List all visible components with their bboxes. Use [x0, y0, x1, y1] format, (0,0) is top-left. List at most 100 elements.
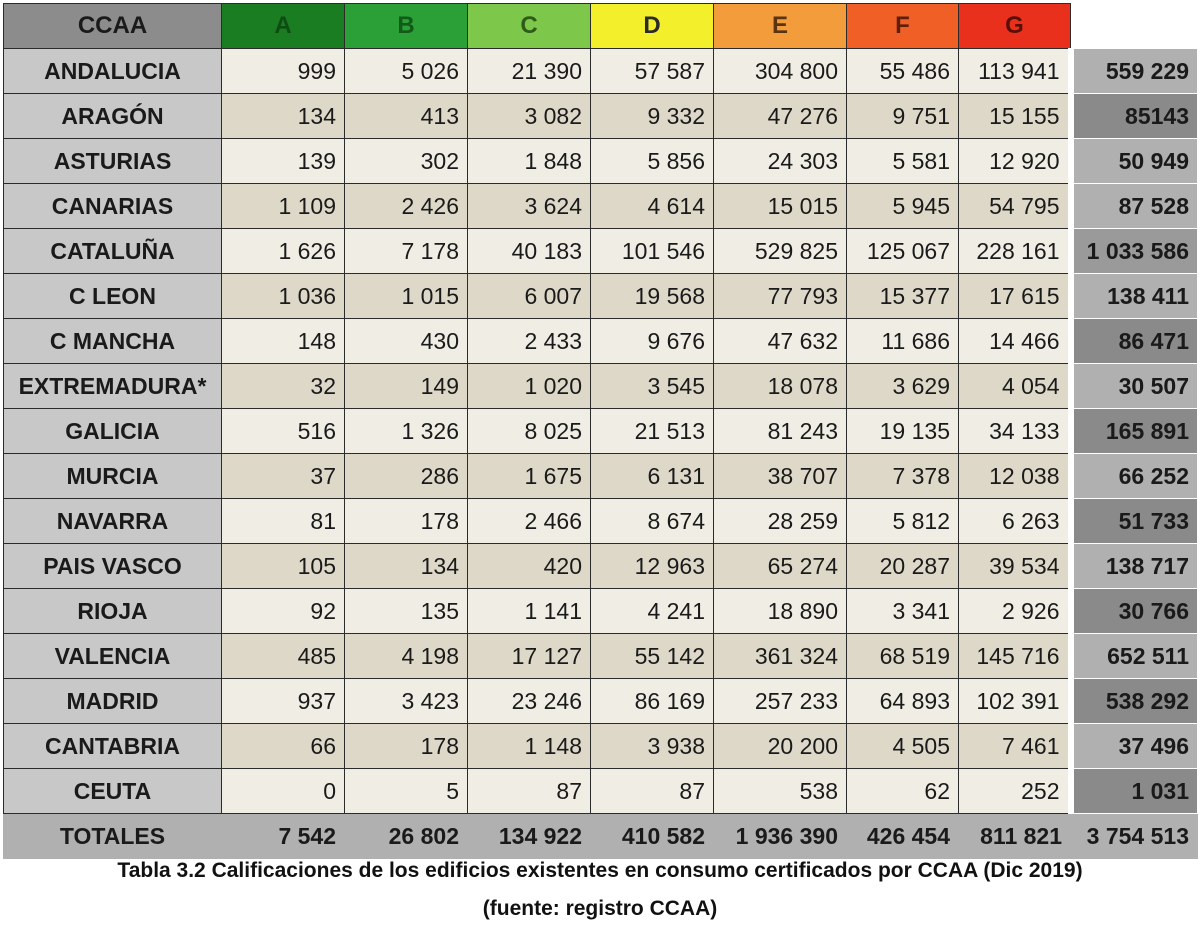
grand-total: 3 754 513	[1070, 813, 1198, 859]
grade-a-value: 1 109	[221, 183, 345, 229]
grade-g-value: 12 920	[958, 138, 1071, 184]
grade-c-value: 8 025	[467, 408, 591, 454]
grade-d-value: 9 676	[590, 318, 714, 364]
grade-e-value: 81 243	[713, 408, 847, 454]
grade-f-value: 4 505	[846, 723, 959, 769]
grade-header-b: B	[344, 3, 468, 49]
totals-label: TOTALES	[3, 813, 222, 859]
grade-b-value: 4 198	[344, 633, 468, 679]
table-row: NAVARRA 81 178 2 466 8 674 28 259 5 812 6 263 51…	[3, 498, 1198, 544]
grade-c-value: 21 390	[467, 48, 591, 94]
grade-a-value: 937	[221, 678, 345, 724]
grade-c-value: 1 675	[467, 453, 591, 499]
grade-g-value: 14 466	[958, 318, 1071, 364]
grade-f-value: 3 629	[846, 363, 959, 409]
grade-header-a: A	[221, 3, 345, 49]
grade-b-value: 430	[344, 318, 468, 364]
grade-g-value: 39 534	[958, 543, 1071, 589]
table-row: MURCIA 37 286 1 675 6 131 38 707 7 378 12 038 66…	[3, 453, 1198, 499]
caption-source: (fuente: registro CCAA)	[482, 897, 718, 920]
table-row: ANDALUCIA 999 5 026 21 390 57 587 304 800 55 4…	[3, 48, 1198, 94]
row-total: 30 766	[1067, 588, 1198, 634]
grade-c-value: 1 141	[467, 588, 591, 634]
grade-f-value: 11 686	[846, 318, 959, 364]
grade-b-value: 178	[344, 498, 468, 544]
grade-f-value: 5 812	[846, 498, 959, 544]
grade-d-value: 9 332	[590, 93, 714, 139]
grade-b-value: 3 423	[344, 678, 468, 724]
grade-a-value: 999	[221, 48, 345, 94]
grade-d-value: 5 856	[590, 138, 714, 184]
grade-g-value: 17 615	[958, 273, 1071, 319]
grade-a-value: 0	[221, 768, 345, 814]
grade-g-value: 145 716	[958, 633, 1071, 679]
grade-f-value: 19 135	[846, 408, 959, 454]
region-name: CANARIAS	[3, 183, 222, 229]
table-row: GALICIA 516 1 326 8 025 21 513 81 243 19 135 34…	[3, 408, 1198, 454]
table-row: CANARIAS 1 109 2 426 3 624 4 614 15 015 5 945 5…	[3, 183, 1198, 229]
grade-a-value: 81	[221, 498, 345, 544]
grade-c-value: 3 624	[467, 183, 591, 229]
grade-e-value: 529 825	[713, 228, 847, 274]
row-total: 559 229	[1067, 48, 1198, 94]
grade-g-value: 228 161	[958, 228, 1071, 274]
grade-g-value: 2 926	[958, 588, 1071, 634]
grade-e-value: 65 274	[713, 543, 847, 589]
grade-d-value: 87	[590, 768, 714, 814]
grade-d-value: 4 241	[590, 588, 714, 634]
totals-row: TOTALES 7 542 26 802 134 922 410 582 1 936 39…	[3, 813, 1198, 859]
region-name: EXTREMADURA*	[3, 363, 222, 409]
row-total: 1 031	[1067, 768, 1198, 814]
caption-title: Tabla 3.2 Calificaciones de los edificio…	[117, 859, 1083, 882]
total-grade-b: 26 802	[344, 813, 468, 859]
grade-c-value: 17 127	[467, 633, 591, 679]
grade-b-value: 1 326	[344, 408, 468, 454]
row-total: 51 733	[1067, 498, 1198, 544]
grade-f-value: 68 519	[846, 633, 959, 679]
grade-e-value: 15 015	[713, 183, 847, 229]
row-total: 1 033 586	[1067, 228, 1198, 274]
table-row: PAIS VASCO 105 134 420 12 963 65 274 20 287 39 …	[3, 543, 1198, 589]
grade-a-value: 1 036	[221, 273, 345, 319]
grade-b-value: 2 426	[344, 183, 468, 229]
grade-f-value: 9 751	[846, 93, 959, 139]
grade-d-value: 57 587	[590, 48, 714, 94]
grade-a-value: 32	[221, 363, 345, 409]
row-total: 86 471	[1067, 318, 1198, 364]
table-row: VALENCIA 485 4 198 17 127 55 142 361 324 68 51…	[3, 633, 1198, 679]
table-row: ASTURIAS 139 302 1 848 5 856 24 303 5 581 12 92…	[3, 138, 1198, 184]
table-row: EXTREMADURA* 32 149 1 020 3 545 18 078 3 629 4 …	[3, 363, 1198, 409]
grade-f-value: 15 377	[846, 273, 959, 319]
region-name: GALICIA	[3, 408, 222, 454]
grade-g-value: 34 133	[958, 408, 1071, 454]
grade-g-value: 113 941	[958, 48, 1071, 94]
region-name: NAVARRA	[3, 498, 222, 544]
row-total: 138 717	[1067, 543, 1198, 589]
grade-e-value: 47 276	[713, 93, 847, 139]
grade-g-value: 12 038	[958, 453, 1071, 499]
grade-b-value: 5 026	[344, 48, 468, 94]
grade-f-value: 20 287	[846, 543, 959, 589]
region-name: CEUTA	[3, 768, 222, 814]
grade-f-value: 55 486	[846, 48, 959, 94]
table-row: ARAGÓN 134 413 3 082 9 332 47 276 9 751 15 155 8…	[3, 93, 1198, 139]
table-caption: Tabla 3.2 Calificaciones de los edificio…	[0, 852, 1200, 928]
region-name: C LEON	[3, 273, 222, 319]
grade-header-f: F	[846, 3, 959, 49]
grade-a-value: 66	[221, 723, 345, 769]
grade-g-value: 252	[958, 768, 1071, 814]
grade-a-value: 516	[221, 408, 345, 454]
row-total: 538 292	[1067, 678, 1198, 724]
grade-b-value: 134	[344, 543, 468, 589]
row-total: 652 511	[1067, 633, 1198, 679]
row-total: 138 411	[1067, 273, 1198, 319]
grade-c-value: 2 433	[467, 318, 591, 364]
grade-f-value: 125 067	[846, 228, 959, 274]
grade-a-value: 139	[221, 138, 345, 184]
region-name: CATALUÑA	[3, 228, 222, 274]
grade-g-value: 54 795	[958, 183, 1071, 229]
total-grade-d: 410 582	[590, 813, 714, 859]
grade-d-value: 86 169	[590, 678, 714, 724]
grade-c-value: 6 007	[467, 273, 591, 319]
